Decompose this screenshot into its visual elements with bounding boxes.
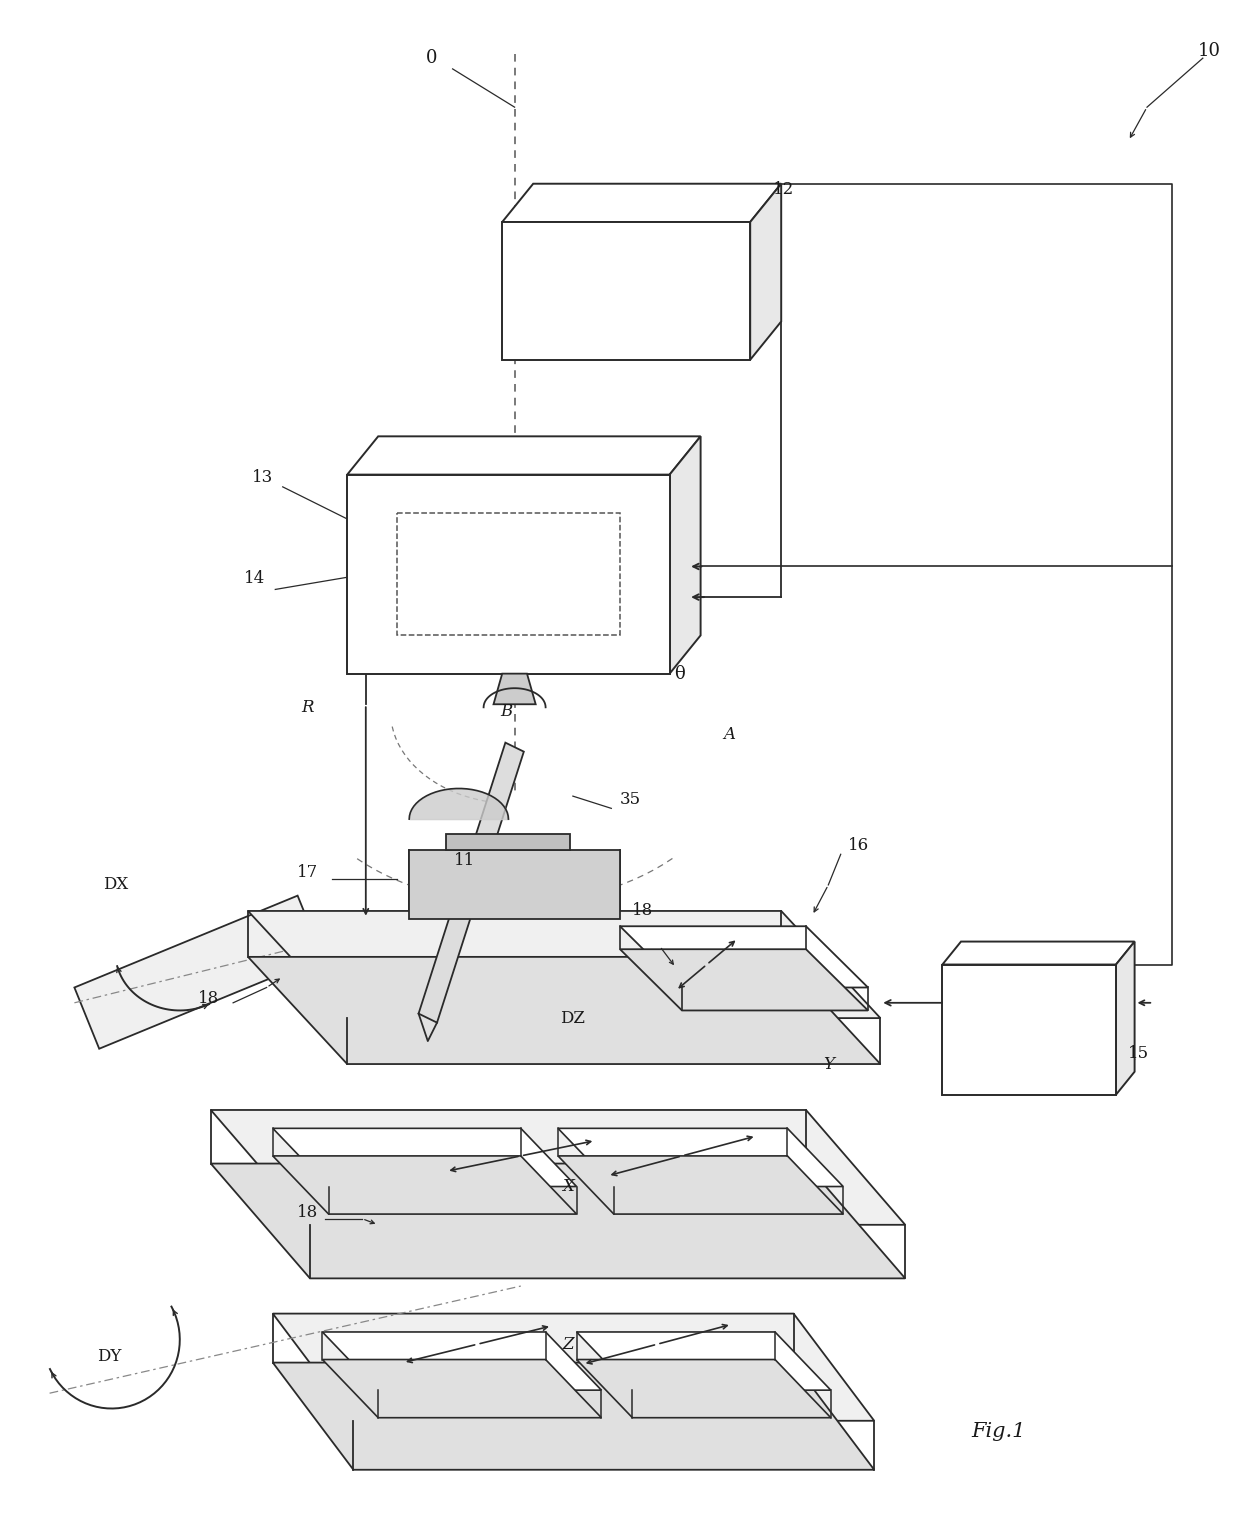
Text: R: R <box>301 698 314 717</box>
Polygon shape <box>248 911 880 1018</box>
Polygon shape <box>620 926 868 987</box>
Text: 10: 10 <box>1198 41 1220 60</box>
Text: 17: 17 <box>296 863 319 882</box>
Polygon shape <box>620 949 868 1010</box>
Polygon shape <box>397 513 620 635</box>
Polygon shape <box>409 850 620 919</box>
Polygon shape <box>211 1110 905 1225</box>
Polygon shape <box>322 1332 601 1390</box>
Text: 18: 18 <box>296 1203 319 1222</box>
Text: DX: DX <box>103 876 128 894</box>
Polygon shape <box>502 222 750 360</box>
Text: X: X <box>562 1177 574 1196</box>
Text: 14: 14 <box>243 570 265 588</box>
Polygon shape <box>670 436 701 674</box>
Polygon shape <box>558 1156 843 1214</box>
Polygon shape <box>419 743 523 1023</box>
Text: Y: Y <box>823 1055 833 1073</box>
Text: θ: θ <box>675 664 684 683</box>
Text: 11: 11 <box>454 851 476 870</box>
Polygon shape <box>942 942 1135 965</box>
Polygon shape <box>1116 942 1135 1095</box>
Text: 18: 18 <box>631 902 653 920</box>
Polygon shape <box>273 1314 874 1421</box>
Text: DZ: DZ <box>560 1009 585 1027</box>
Polygon shape <box>347 436 701 475</box>
Polygon shape <box>558 1128 843 1187</box>
Polygon shape <box>273 1128 577 1187</box>
Polygon shape <box>74 896 322 1049</box>
Polygon shape <box>577 1332 831 1390</box>
Text: 15: 15 <box>1127 1044 1149 1063</box>
Polygon shape <box>577 1360 831 1418</box>
Text: 16: 16 <box>847 836 869 854</box>
Polygon shape <box>211 1164 905 1278</box>
Polygon shape <box>347 475 670 674</box>
Polygon shape <box>273 1363 874 1470</box>
Polygon shape <box>273 1156 577 1214</box>
Text: 13: 13 <box>252 468 274 487</box>
Text: DY: DY <box>97 1347 122 1366</box>
Text: A: A <box>723 726 735 744</box>
Text: Z: Z <box>562 1335 574 1353</box>
Polygon shape <box>502 184 781 222</box>
Polygon shape <box>494 674 536 704</box>
Text: 18: 18 <box>197 989 219 1007</box>
Text: 35: 35 <box>619 790 641 808</box>
Polygon shape <box>322 1360 601 1418</box>
Polygon shape <box>248 957 880 1064</box>
Polygon shape <box>750 184 781 360</box>
Text: 12: 12 <box>773 181 795 199</box>
Text: 0: 0 <box>425 49 438 67</box>
Polygon shape <box>446 834 570 850</box>
Polygon shape <box>942 965 1116 1095</box>
Text: B: B <box>500 703 512 721</box>
Text: Fig.1: Fig.1 <box>971 1422 1025 1441</box>
